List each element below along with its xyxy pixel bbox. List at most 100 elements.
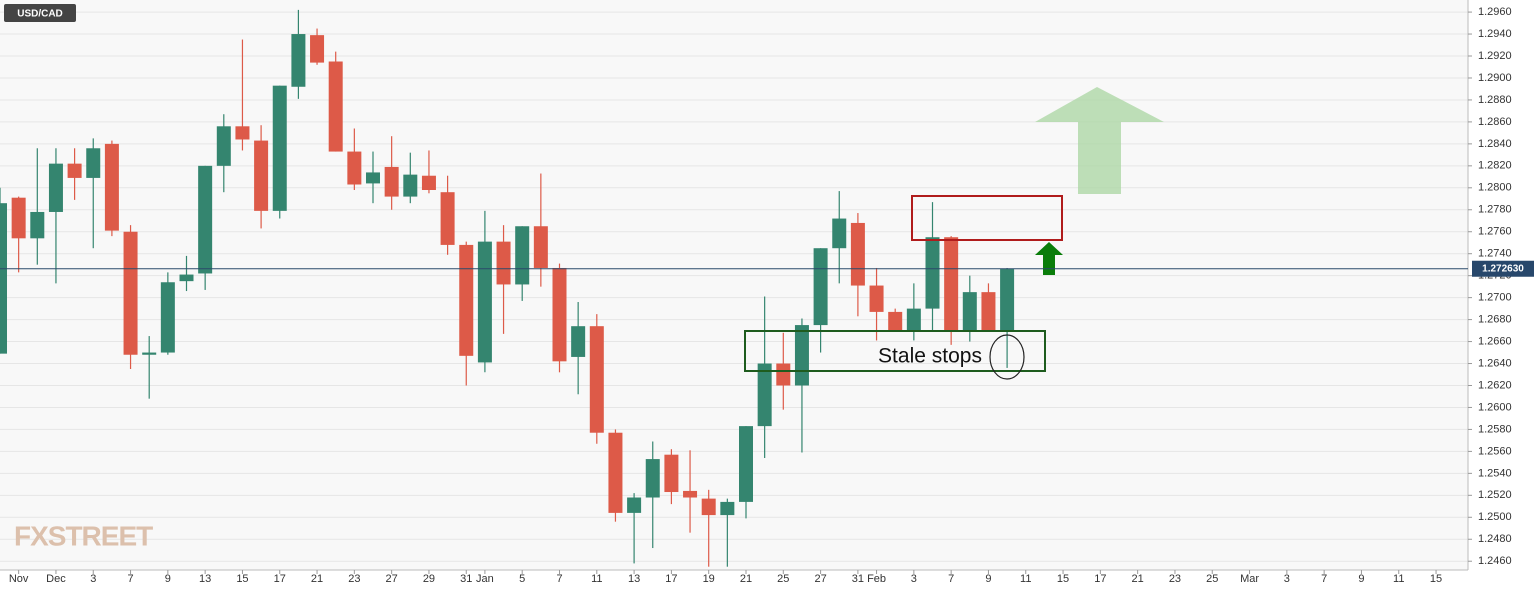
candle-body <box>608 432 623 513</box>
grid <box>0 11 1468 562</box>
candle-body <box>254 140 269 211</box>
x-tick-label: 5 <box>519 573 525 585</box>
y-tick-label: 1.2900 <box>1478 72 1512 84</box>
x-tick-label: 9 <box>165 573 171 585</box>
y-tick-label: 1.2460 <box>1478 555 1512 567</box>
candle-body <box>48 163 63 212</box>
candle-body <box>962 292 977 331</box>
x-tick-label: 23 <box>1169 573 1181 585</box>
candle-body <box>216 126 231 166</box>
candle-body <box>794 325 809 386</box>
candle-body <box>869 285 884 312</box>
candle-body <box>776 363 791 386</box>
candle-body <box>291 34 306 87</box>
candle-body <box>496 241 511 285</box>
x-tick-label: 13 <box>199 573 211 585</box>
candle-body <box>459 244 474 356</box>
x-tick-label: 3 <box>90 573 96 585</box>
candle-body <box>104 143 119 231</box>
x-tick-label: Nov <box>9 573 29 585</box>
x-tick-label: 27 <box>386 573 398 585</box>
y-tick-label: 1.2920 <box>1478 50 1512 62</box>
y-tick-label: 1.2820 <box>1478 160 1512 172</box>
chart-title: USD/CAD <box>17 9 63 20</box>
candle-body <box>533 226 548 268</box>
y-tick-label: 1.2860 <box>1478 116 1512 128</box>
candle-body <box>86 148 101 178</box>
x-tick-label: 21 <box>311 573 323 585</box>
x-tick-label: 7 <box>556 573 562 585</box>
y-tick-label: 1.2480 <box>1478 533 1512 545</box>
x-tick-label: 15 <box>1430 573 1442 585</box>
candle-body <box>645 459 660 498</box>
y-tick-label: 1.2500 <box>1478 511 1512 523</box>
y-tick-label: 1.2540 <box>1478 467 1512 479</box>
candle-body <box>888 311 903 331</box>
stop-circle <box>989 334 1025 380</box>
x-tick-label: 21 <box>1132 573 1144 585</box>
candle-body <box>739 426 753 502</box>
y-tick-label: 1.2940 <box>1478 28 1512 40</box>
candle-body <box>850 222 865 286</box>
x-tick-label: 7 <box>127 573 133 585</box>
candle-body <box>160 282 175 353</box>
x-tick-label: 23 <box>348 573 360 585</box>
candle-body <box>272 85 287 211</box>
x-tick-label: 17 <box>665 573 677 585</box>
x-tick-label: 11 <box>1393 573 1404 585</box>
x-tick-label: 17 <box>1094 573 1106 585</box>
y-tick-label: 1.2740 <box>1478 248 1512 260</box>
candle-body <box>142 352 157 355</box>
candle-body <box>589 326 604 433</box>
candle-body <box>11 197 26 239</box>
y-tick-label: 1.2700 <box>1478 292 1512 304</box>
x-tick-label: 11 <box>1020 573 1031 585</box>
candle-body <box>515 226 530 285</box>
candle-body <box>683 490 698 498</box>
plot-background <box>0 0 1468 570</box>
y-tick-label: 1.2880 <box>1478 94 1512 106</box>
x-tick-label: 15 <box>1057 573 1069 585</box>
candle-body <box>403 174 418 197</box>
candle-body <box>627 497 642 513</box>
y-tick-label: 1.2620 <box>1478 379 1512 391</box>
candle-body <box>366 172 380 184</box>
y-tick-label: 1.2520 <box>1478 489 1512 501</box>
x-tick-label: 25 <box>1206 573 1218 585</box>
x-tick-label: 27 <box>814 573 826 585</box>
y-tick-label: 1.2840 <box>1478 138 1512 150</box>
x-tick-label: 7 <box>948 573 954 585</box>
candle-body <box>123 231 138 355</box>
resistance-box <box>911 195 1063 241</box>
candle-body <box>944 237 959 331</box>
y-tick-label: 1.2600 <box>1478 401 1512 413</box>
x-tick-label: 15 <box>236 573 248 585</box>
x-tick-label: 25 <box>777 573 789 585</box>
candles <box>0 9 1015 567</box>
candle-body <box>421 175 436 190</box>
y-tick-label: 1.2760 <box>1478 226 1512 238</box>
target-arrow <box>1035 87 1164 194</box>
x-tick-label: Feb <box>867 573 886 585</box>
x-tick-label: 31 <box>852 573 864 585</box>
x-tick-label: 3 <box>911 573 917 585</box>
candle-body <box>0 203 7 354</box>
last-price-label: 1.272630 <box>1482 263 1524 274</box>
y-tick-label: 1.2800 <box>1478 182 1512 194</box>
x-tick-label: Mar <box>1240 573 1259 585</box>
x-tick-label: 29 <box>423 573 435 585</box>
candle-body <box>384 166 399 197</box>
candle-body <box>832 218 847 249</box>
candle-body <box>571 326 586 357</box>
candle-body <box>310 35 325 63</box>
candle-body <box>477 241 492 363</box>
candle-body <box>552 267 567 362</box>
candle-body <box>720 501 735 516</box>
watermark: FXSTREET <box>14 520 153 551</box>
x-tick-label: 11 <box>591 573 602 585</box>
candle-body <box>757 363 772 427</box>
x-tick-label: Jan <box>476 573 494 585</box>
y-tick-label: 1.2640 <box>1478 357 1512 369</box>
candle-body <box>440 192 455 245</box>
